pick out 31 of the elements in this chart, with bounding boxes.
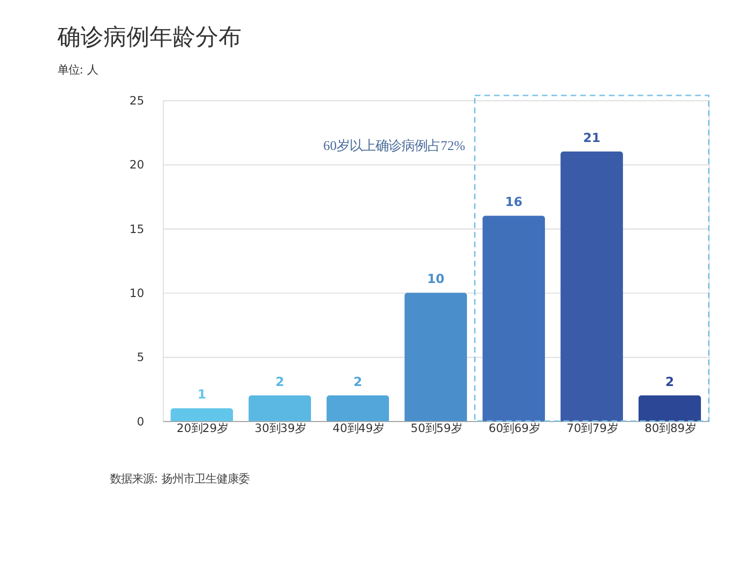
bar (248, 395, 311, 422)
data-label: 2 (275, 374, 284, 389)
bar (560, 152, 623, 422)
source-note: 数据来源: 扬州市卫生健康委 (110, 471, 250, 486)
y-tick-label: 10 (130, 286, 144, 300)
x-tick-label: 30到39岁 (254, 421, 306, 436)
y-tick-label: 15 (130, 222, 144, 236)
data-label: 1 (197, 386, 206, 402)
data-label: 10 (427, 271, 445, 286)
data-label: 2 (353, 374, 362, 389)
chart-title: 确诊病例年龄分布 (56, 24, 242, 51)
y-tick-label: 20 (130, 158, 144, 172)
bar (170, 408, 234, 422)
bar (404, 292, 467, 422)
annotation: 60岁以上确诊病例占72% (323, 138, 466, 154)
y-tick-label: 0 (136, 414, 144, 428)
y-tick-label: 25 (130, 94, 144, 108)
x-tick-label: 60到69岁 (488, 421, 540, 436)
data-label: 21 (583, 130, 600, 145)
bar (326, 395, 389, 422)
data-label: 16 (505, 194, 522, 210)
x-tick-label: 50到59岁 (410, 421, 462, 436)
x-tick-label: 40到49岁 (332, 421, 384, 436)
x-tick-label: 80到89岁 (644, 421, 696, 436)
x-tick-label: 70到79岁 (566, 421, 618, 436)
y-axis-title: 单位: 人 (57, 62, 98, 76)
x-tick-label: 20到29岁 (176, 421, 228, 436)
data-label: 2 (665, 374, 674, 389)
bar (482, 216, 545, 422)
y-tick-label: 5 (136, 350, 144, 364)
bar (638, 395, 701, 422)
